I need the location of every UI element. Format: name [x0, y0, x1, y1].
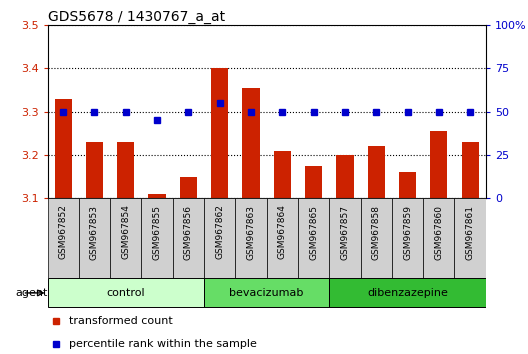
Bar [274, 150, 291, 198]
Bar [48, 198, 79, 278]
Text: GSM967854: GSM967854 [121, 205, 130, 259]
Text: dibenzazepine: dibenzazepine [367, 288, 448, 298]
Bar [455, 198, 486, 278]
Bar [305, 166, 322, 198]
Bar [173, 198, 204, 278]
Text: GSM967863: GSM967863 [247, 205, 256, 259]
Bar [392, 198, 423, 278]
Text: GSM967853: GSM967853 [90, 205, 99, 259]
Bar [461, 142, 479, 198]
Text: control: control [107, 288, 145, 298]
Bar [204, 279, 329, 307]
Text: GSM967857: GSM967857 [341, 205, 350, 259]
Bar [86, 142, 103, 198]
Bar [142, 198, 173, 278]
Text: GSM967856: GSM967856 [184, 205, 193, 259]
Text: GSM967852: GSM967852 [59, 205, 68, 259]
Text: transformed count: transformed count [70, 316, 173, 326]
Text: percentile rank within the sample: percentile rank within the sample [70, 339, 257, 349]
Bar [110, 198, 142, 278]
Bar [204, 198, 235, 278]
Bar [298, 198, 329, 278]
Bar [242, 88, 260, 198]
Text: GSM967859: GSM967859 [403, 205, 412, 259]
Bar [399, 172, 416, 198]
Bar [336, 155, 354, 198]
Bar [148, 194, 166, 198]
Text: GSM967861: GSM967861 [466, 205, 475, 259]
Text: GSM967864: GSM967864 [278, 205, 287, 259]
Bar [79, 198, 110, 278]
Bar [267, 198, 298, 278]
Bar [180, 177, 197, 198]
Bar [235, 198, 267, 278]
Bar [48, 279, 204, 307]
Bar [367, 146, 385, 198]
Text: GSM967862: GSM967862 [215, 205, 224, 259]
Text: bevacizumab: bevacizumab [230, 288, 304, 298]
Bar [329, 198, 361, 278]
Bar [329, 279, 486, 307]
Text: GSM967865: GSM967865 [309, 205, 318, 259]
Text: agent: agent [15, 288, 48, 298]
Text: GSM967855: GSM967855 [153, 205, 162, 259]
Text: GSM967858: GSM967858 [372, 205, 381, 259]
Text: GDS5678 / 1430767_a_at: GDS5678 / 1430767_a_at [48, 10, 224, 24]
Bar [423, 198, 455, 278]
Bar [361, 198, 392, 278]
Text: GSM967860: GSM967860 [435, 205, 444, 259]
Bar [117, 142, 135, 198]
Bar [54, 98, 72, 198]
Bar [211, 68, 228, 198]
Bar [430, 131, 447, 198]
